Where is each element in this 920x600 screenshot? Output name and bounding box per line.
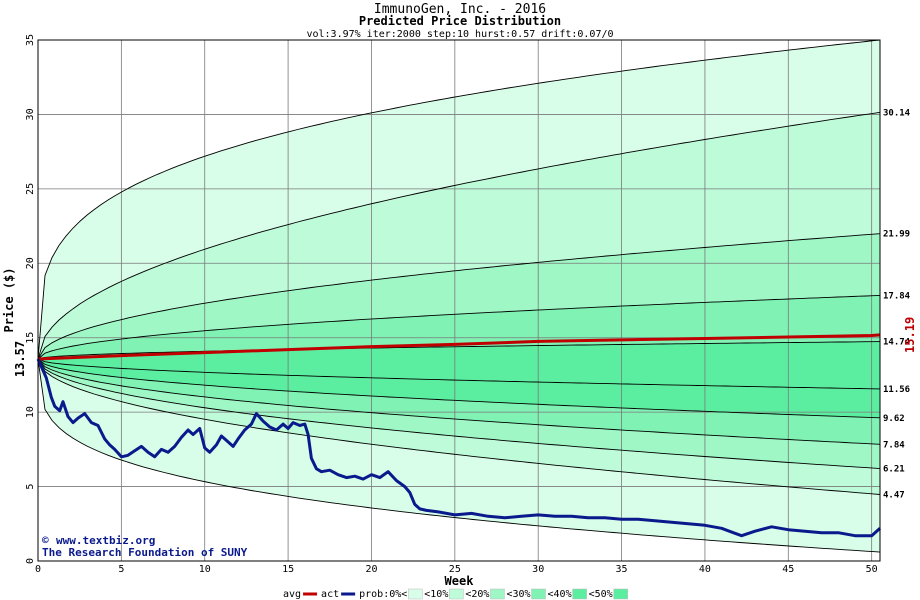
percentile-label: 11.56 — [883, 385, 910, 395]
legend-label-prob-4: <40% — [548, 589, 572, 600]
x-tick-label: 45 — [782, 564, 794, 575]
plot-frame — [37, 39, 881, 562]
percentile-curve-3 — [37, 294, 881, 360]
percentile-curve-2 — [37, 233, 881, 360]
legend-label-prob-5: <50% — [589, 589, 613, 600]
legend-label-act: act — [321, 589, 339, 600]
percentile-label: 14.74 — [883, 338, 911, 348]
y-tick-label: 10 — [25, 406, 36, 418]
prob-band-4 — [38, 341, 880, 389]
chart-title: ImmunoGen, Inc. - 2016 — [374, 2, 546, 17]
prob-band-5 — [38, 359, 880, 418]
legend-label-prob-0: prob:0%< — [359, 589, 407, 600]
legend-swatch-prob-5 — [613, 588, 628, 600]
y-tick-label: 15 — [25, 332, 36, 344]
percentile-curve-8 — [37, 358, 881, 470]
percentile-curve-5 — [37, 358, 881, 390]
y-tick-label: 30 — [25, 108, 36, 120]
prob-band-7 — [38, 359, 880, 469]
y-tick-label: 25 — [25, 183, 36, 195]
percentile-labels: 30.14 21.99 17.84 14.74 11.56 9.62 7.84 6.21 4.4… — [883, 108, 911, 500]
end-avg-label: 15.19 — [903, 317, 917, 353]
prob-band-3 — [38, 295, 880, 359]
x-tick-label: 5 — [118, 564, 124, 575]
prob-band-6 — [38, 359, 880, 445]
legend-swatch-prob-1 — [449, 588, 464, 600]
x-tick-label: 20 — [365, 564, 377, 575]
percentile-label: 7.84 — [883, 440, 905, 450]
y-tick-label: 20 — [25, 257, 36, 269]
y-tick-label: 35 — [25, 34, 36, 46]
percentile-curve-1 — [37, 111, 881, 360]
chart-params: vol:3.97% iter:2000 step:10 hurst:0.57 d… — [306, 29, 613, 40]
y-tick-label: 5 — [25, 484, 36, 490]
series-line-act — [36, 358, 881, 538]
series-lines — [36, 333, 881, 538]
prob-band-9 — [38, 359, 880, 553]
prob-band-8 — [38, 359, 880, 495]
prob-band-0 — [38, 40, 880, 359]
percentile-label: 4.47 — [883, 490, 905, 500]
percentile-curve-4 — [37, 341, 881, 360]
legend-label-avg: avg — [283, 589, 301, 600]
x-tick-label: 25 — [449, 564, 461, 575]
x-tick-label: 50 — [866, 564, 878, 575]
prob-band-2 — [38, 233, 880, 359]
y-axis-label: Price ($) — [2, 267, 16, 332]
x-tick-label: 30 — [532, 564, 544, 575]
legend-swatch-prob-3 — [531, 588, 546, 600]
percentile-curves — [37, 39, 881, 553]
x-tick-label: 10 — [199, 564, 211, 575]
x-tick-labels: 0 5 10 15 20 25 30 35 40 45 50 — [35, 564, 878, 575]
legend-swatch-prob-2 — [490, 588, 505, 600]
prob-band-1 — [38, 112, 880, 359]
copyright-symbol: © — [42, 534, 49, 547]
legend: avg act prob:0%< <10% <20% <30% <40% <50% — [283, 588, 628, 600]
percentile-curve-9 — [37, 358, 881, 495]
y-tick-labels: 0 5 10 15 20 25 30 35 — [25, 34, 36, 564]
credit: © www.textbiz.org The Research Foundatio… — [42, 534, 248, 559]
percentile-curve-7 — [37, 358, 881, 445]
legend-label-prob-2: <20% — [465, 589, 489, 600]
credit-org: The Research Foundation of SUNY — [42, 546, 248, 559]
percentile-label: 9.62 — [883, 414, 905, 424]
credit-url: www.textbiz.org — [56, 534, 155, 547]
legend-label-prob-1: <10% — [424, 589, 448, 600]
percentile-label: 6.21 — [883, 465, 905, 475]
x-tick-label: 35 — [616, 564, 628, 575]
y-tick-label: 0 — [25, 558, 36, 564]
percentile-curve-6 — [37, 358, 881, 419]
legend-label-prob-3: <30% — [506, 589, 530, 600]
start-price-label: 13.57 — [13, 341, 27, 377]
x-tick-label: 40 — [699, 564, 711, 575]
percentile-label: 17.84 — [883, 291, 911, 301]
x-tick-label: 15 — [282, 564, 294, 575]
chart-subtitle: Predicted Price Distribution — [359, 14, 561, 28]
legend-swatch-prob-4 — [572, 588, 587, 600]
percentile-curve-10 — [37, 358, 881, 553]
probability-bands — [38, 40, 880, 553]
percentile-curve-0 — [37, 39, 881, 360]
x-axis-label: Week — [445, 574, 475, 588]
x-tick-label: 0 — [35, 564, 41, 575]
percentile-label: 30.14 — [883, 108, 911, 118]
percentile-label: 21.99 — [883, 230, 910, 240]
series-line-avg — [37, 333, 881, 361]
legend-swatch-prob-0 — [408, 588, 423, 600]
